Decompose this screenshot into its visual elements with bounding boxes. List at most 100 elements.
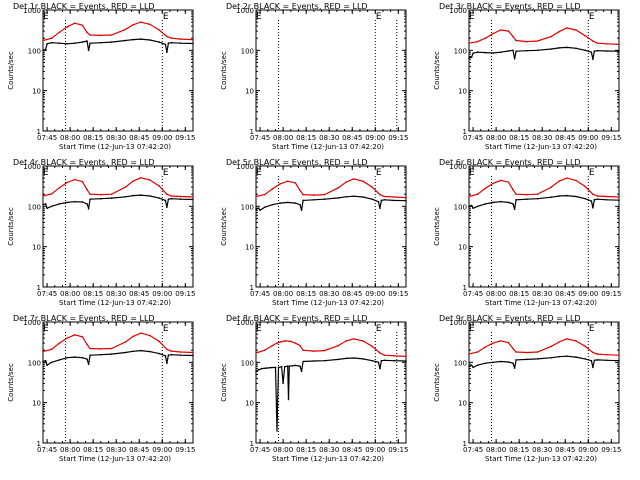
- event-marker-e: E: [589, 168, 595, 178]
- data-point-lld: [618, 43, 620, 46]
- data-point-events: [110, 353, 113, 355]
- data-point-events: [536, 49, 539, 52]
- data-point-events: [313, 360, 315, 362]
- data-point-events: [380, 359, 383, 362]
- data-point-events: [279, 202, 281, 204]
- series-line-events: [468, 46, 620, 60]
- x-axis-label: Start Time (12-Jun-13 07:42:20): [59, 143, 171, 151]
- event-marker-e: E: [256, 12, 262, 22]
- data-point-events: [512, 362, 514, 365]
- x-tick-label: 08:45: [555, 290, 575, 298]
- data-point-lld: [89, 193, 91, 195]
- data-point-lld: [468, 353, 470, 355]
- panel-det-2: Det 2r BLACK = Events, RED = LLD 1 10 100 10…: [220, 2, 408, 151]
- data-point-lld: [66, 337, 68, 339]
- data-point-lld: [290, 340, 292, 343]
- data-point-events: [323, 359, 326, 362]
- x-tick-label: 08:30: [106, 446, 126, 454]
- x-tick-label: 08:15: [509, 446, 529, 454]
- data-point-events: [300, 370, 303, 373]
- data-point-lld: [515, 351, 517, 353]
- data-point-events: [110, 41, 113, 43]
- plot-frame: [42, 9, 194, 132]
- data-point-events: [124, 351, 127, 354]
- data-point-lld: [512, 188, 514, 191]
- data-point-events: [66, 43, 68, 45]
- event-marker-e: E: [43, 12, 49, 22]
- data-point-lld: [379, 193, 381, 196]
- data-point-lld: [149, 23, 151, 26]
- data-point-lld: [507, 30, 510, 32]
- data-point-events: [192, 42, 194, 45]
- data-point-lld: [405, 196, 407, 199]
- data-point-lld: [476, 40, 479, 43]
- data-point-lld: [140, 332, 142, 334]
- data-point-events: [605, 199, 608, 201]
- data-point-lld: [170, 37, 173, 39]
- data-point-events: [484, 362, 487, 365]
- data-point-lld: [110, 34, 113, 36]
- data-point-events: [593, 50, 596, 52]
- y-tick-label: 100: [454, 47, 467, 55]
- data-point-events: [492, 201, 494, 204]
- panel-title: Det 6r BLACK = Events, RED = LLD: [439, 158, 581, 167]
- data-point-events: [158, 41, 160, 43]
- data-point-lld: [192, 38, 194, 41]
- data-point-events: [492, 361, 494, 364]
- data-point-events: [536, 358, 539, 360]
- data-point-lld: [299, 344, 301, 347]
- data-point-events: [282, 382, 284, 385]
- event-marker-e: E: [43, 168, 49, 178]
- data-point-events: [392, 359, 395, 362]
- data-point-events: [87, 49, 90, 52]
- data-point-lld: [192, 351, 194, 354]
- data-point-events: [575, 47, 577, 50]
- y-tick-label: 1: [37, 440, 41, 448]
- data-point-events: [66, 201, 68, 204]
- data-point-lld: [166, 35, 168, 38]
- data-point-events: [596, 359, 599, 361]
- data-point-lld: [550, 186, 553, 188]
- data-point-events: [164, 355, 167, 357]
- data-point-events: [383, 199, 386, 201]
- data-point-lld: [192, 196, 194, 198]
- data-point-lld: [499, 340, 502, 342]
- data-point-events: [468, 205, 470, 208]
- x-tick-label: 09:15: [388, 134, 408, 142]
- data-point-events: [286, 365, 289, 368]
- data-point-lld: [66, 181, 68, 184]
- y-tick-label: 10: [458, 400, 467, 408]
- data-point-lld: [550, 35, 553, 38]
- data-point-events: [73, 42, 76, 44]
- data-point-events: [513, 208, 516, 210]
- y-tick-label: 1000: [236, 319, 254, 327]
- data-point-events: [392, 199, 395, 202]
- data-point-events: [164, 199, 167, 202]
- data-point-events: [472, 207, 474, 209]
- y-tick-label: 10: [245, 400, 254, 408]
- y-tick-label: 10: [32, 400, 41, 408]
- series-line-events: [42, 349, 194, 367]
- y-tick-label: 100: [241, 47, 254, 55]
- data-point-events: [337, 197, 340, 199]
- y-tick-label: 1: [250, 440, 254, 448]
- x-tick-label: 09:15: [388, 290, 408, 298]
- data-point-lld: [73, 334, 76, 336]
- x-tick-label: 08:15: [296, 290, 316, 298]
- data-point-lld: [81, 336, 84, 338]
- event-marker-e: E: [589, 324, 595, 334]
- x-tick-label: 08:45: [342, 446, 362, 454]
- x-tick-label: 08:00: [60, 446, 80, 454]
- data-point-events: [470, 364, 473, 367]
- data-point-events: [86, 358, 88, 360]
- y-axis-label: Counts/sec: [433, 207, 441, 246]
- event-marker-e: E: [163, 324, 169, 334]
- data-point-events: [271, 203, 274, 206]
- data-point-events: [550, 196, 553, 198]
- data-point-lld: [42, 350, 44, 353]
- data-point-events: [86, 40, 88, 42]
- data-point-lld: [124, 186, 127, 188]
- x-tick-label: 08:00: [486, 290, 506, 298]
- data-point-lld: [89, 34, 91, 36]
- x-tick-label: 09:00: [365, 446, 385, 454]
